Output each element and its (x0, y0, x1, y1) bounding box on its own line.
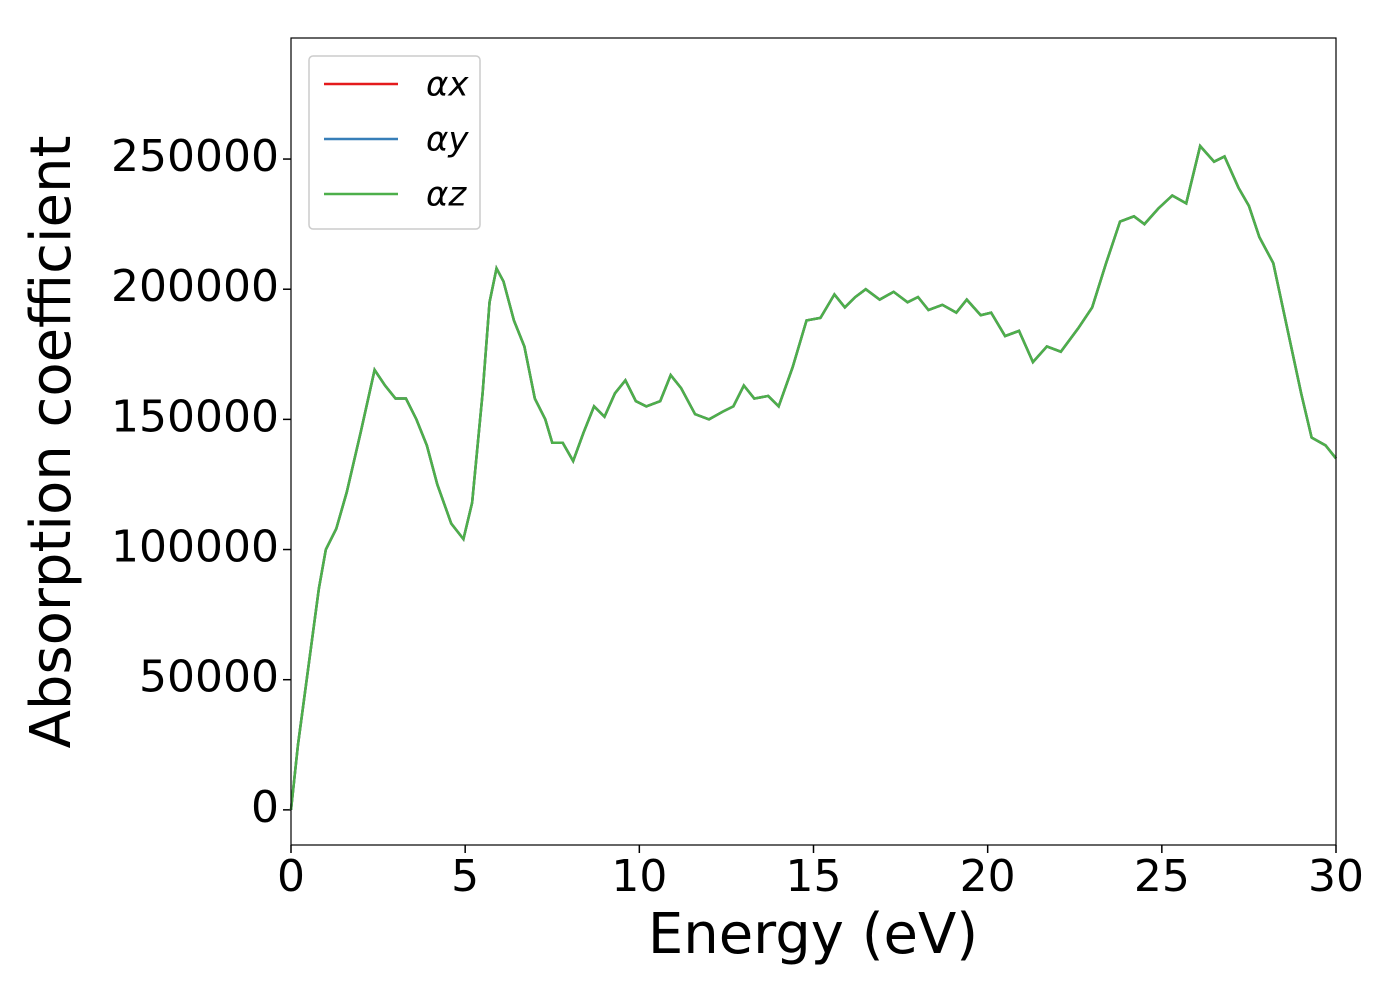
y-tick-label: 250000 (111, 131, 279, 182)
legend-box (308, 55, 481, 230)
data-line (289, 143, 1337, 810)
legend-label: αy (426, 120, 469, 160)
x-tick-label: 0 (277, 851, 305, 902)
x-tick-label: 30 (1308, 851, 1364, 902)
x-tick-label: 15 (786, 851, 842, 902)
y-tick-label: 200000 (111, 261, 279, 312)
y-tick-label: 0 (251, 782, 279, 833)
x-tick-label: 25 (1134, 851, 1190, 902)
x-tick-label: 10 (611, 851, 667, 902)
legend-label: αz (426, 175, 467, 215)
x-axis-label: Energy (eV) (648, 902, 978, 967)
x-tick-label: 20 (960, 851, 1016, 902)
plot-frame (290, 37, 1337, 846)
y-axis-label: Absorption coefficient (19, 136, 84, 749)
data-line (289, 143, 1337, 810)
legend-label: αx (426, 65, 469, 105)
x-tick-label: 5 (451, 851, 479, 902)
y-tick-label: 100000 (111, 522, 279, 573)
y-tick-label: 50000 (139, 652, 279, 703)
legend: αx αy αz (308, 55, 481, 230)
y-tick-label: 150000 (111, 391, 279, 442)
data-line (289, 143, 1337, 810)
